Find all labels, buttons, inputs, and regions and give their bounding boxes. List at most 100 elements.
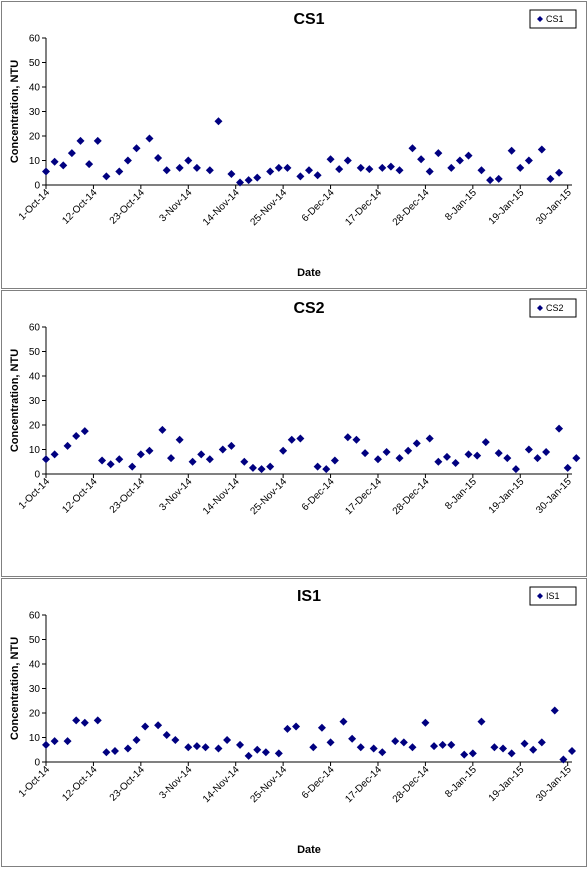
data-point (141, 722, 150, 731)
data-point (391, 737, 400, 746)
data-point (313, 462, 322, 471)
legend-marker (537, 305, 543, 311)
y-tick-label: 10 (29, 733, 41, 744)
data-point (507, 749, 516, 758)
data-point (197, 450, 206, 459)
data-point (279, 446, 288, 455)
data-point (499, 744, 508, 753)
data-point (98, 456, 107, 465)
data-point (555, 168, 564, 177)
x-tick-label: 6-Dec-14 (300, 476, 337, 513)
data-point (378, 748, 387, 757)
data-point (296, 434, 305, 443)
data-point (188, 457, 197, 466)
y-tick-label: 10 (29, 156, 41, 167)
data-point (494, 174, 503, 183)
y-tick-label: 0 (34, 181, 40, 192)
data-point (395, 454, 404, 463)
data-point (123, 156, 132, 165)
data-point (266, 167, 275, 176)
chart-panel-cs1: CS1 0 10 20 30 40 50 60 1-Oct-14 12-Oct-14 23-Oct-… (1, 1, 587, 289)
y-tick-label: 40 (29, 660, 41, 671)
legend: IS1 (529, 586, 577, 606)
data-point (542, 447, 551, 456)
data-point (313, 171, 322, 180)
data-point (175, 163, 184, 172)
data-point (296, 172, 305, 181)
data-point (563, 463, 572, 472)
legend: CS2 (529, 298, 577, 318)
data-point (93, 716, 102, 725)
data-point (520, 739, 529, 748)
data-point (42, 455, 50, 464)
data-point (425, 434, 434, 443)
data-point (343, 156, 352, 165)
data-point (274, 163, 283, 172)
data-point (102, 748, 111, 757)
x-tick-label: 6-Dec-14 (300, 764, 337, 801)
data-point (236, 178, 245, 187)
data-point (227, 441, 236, 450)
scatter-chart: CS2 0 10 20 30 40 50 60 1-Oct-14 12-Oct-14 23-Oct-… (9, 298, 581, 517)
y-tick-label: 0 (34, 470, 40, 481)
data-point (248, 463, 257, 472)
data-point (378, 163, 387, 172)
data-point (322, 465, 331, 474)
x-axis-title: Date (297, 267, 321, 279)
data-point (408, 144, 417, 153)
data-point (132, 144, 141, 153)
data-point (455, 156, 464, 165)
x-tick-label: 25-Nov-14 (248, 476, 289, 517)
data-point (167, 454, 176, 463)
data-point (516, 163, 525, 172)
scatter-chart: CS1 0 10 20 30 40 50 60 1-Oct-14 12-Oct-14 23-Oct-… (9, 9, 577, 279)
data-point (460, 750, 469, 759)
data-point (42, 167, 50, 176)
data-point (63, 737, 72, 746)
x-tick-label: 3-Nov-14 (158, 476, 195, 513)
y-tick-label: 0 (34, 758, 40, 769)
data-point (132, 735, 141, 744)
data-point (305, 166, 313, 175)
x-tick-label: 8-Jan-15 (443, 764, 479, 800)
legend-box (529, 586, 577, 606)
data-point (447, 163, 456, 172)
data-point (283, 163, 292, 172)
y-tick-label: 20 (29, 132, 41, 143)
data-point (537, 738, 546, 747)
chart-title: IS1 (297, 588, 321, 605)
data-point (292, 722, 301, 731)
data-point (373, 455, 382, 464)
data-point (395, 166, 404, 175)
data-point (442, 452, 451, 461)
data-point (477, 166, 486, 175)
data-point (477, 717, 486, 726)
data-point (326, 738, 335, 747)
x-tick-label: 19-Jan-15 (487, 187, 527, 227)
x-tick-label: 28-Dec-14 (391, 476, 432, 517)
x-tick-label: 1-Oct-14 (17, 476, 53, 512)
data-point (115, 455, 124, 464)
data-point (529, 745, 538, 754)
data-point (507, 146, 516, 155)
data-point (369, 744, 378, 753)
data-point (192, 742, 201, 751)
data-point (533, 454, 542, 463)
legend-label: CS1 (546, 14, 564, 24)
data-point (102, 172, 111, 181)
y-tick-label: 10 (29, 445, 41, 456)
x-tick-label: 17-Dec-14 (343, 476, 384, 517)
y-tick-label: 50 (29, 347, 41, 358)
x-axis-title: Date (297, 844, 321, 856)
scatter-chart: IS1 0 10 20 30 40 50 60 1-Oct-14 12-Oct-14 23-Oct-… (9, 586, 577, 856)
data-point (559, 755, 568, 764)
data-point (145, 134, 154, 143)
x-tick-label: 30-Jan-15 (534, 764, 574, 804)
data-point (257, 465, 266, 474)
data-point (93, 136, 102, 145)
x-tick-label: 19-Jan-15 (487, 764, 527, 804)
data-point (214, 117, 223, 126)
data-point (72, 716, 81, 725)
x-tick-label: 14-Nov-14 (201, 476, 242, 517)
data-point (162, 731, 171, 740)
